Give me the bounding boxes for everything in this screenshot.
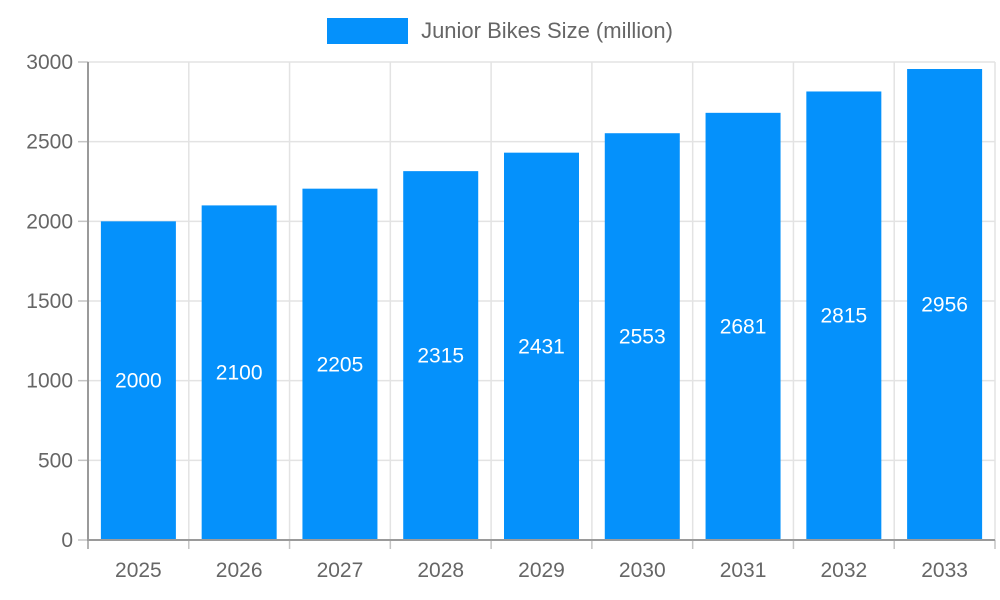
- x-axis-tick-label: 2033: [921, 559, 968, 582]
- legend-label: Junior Bikes Size (million): [421, 18, 673, 43]
- bar-2028[interactable]: [403, 171, 479, 541]
- x-axis-tick-label: 2030: [619, 559, 666, 582]
- bar-2026[interactable]: [201, 205, 277, 540]
- y-axis-tick-label: 2500: [26, 131, 73, 154]
- bar-2029[interactable]: [504, 152, 579, 541]
- chart-legend-item[interactable]: Junior Bikes Size (million): [0, 18, 1000, 44]
- bar-2031[interactable]: [705, 112, 781, 540]
- y-axis-tick-label: 0: [61, 529, 73, 552]
- bar-value-label: 2431: [518, 335, 565, 358]
- bar-value-label: 2100: [216, 362, 263, 385]
- bar-2025[interactable]: [100, 221, 176, 541]
- x-axis-tick-label: 2032: [820, 559, 867, 582]
- bar-2027[interactable]: [302, 188, 378, 541]
- y-axis-tick-label: 2000: [26, 210, 73, 233]
- x-axis-tick-label: 2031: [720, 559, 767, 582]
- bar-value-label: 2553: [619, 326, 666, 349]
- y-axis-tick-label: 1000: [26, 370, 73, 393]
- bar-value-label: 2956: [921, 294, 968, 317]
- bar-value-label: 2681: [720, 315, 767, 338]
- bar-value-label: 2205: [317, 353, 364, 376]
- bar-value-label: 2000: [115, 370, 162, 393]
- bar-2032[interactable]: [806, 91, 882, 540]
- axes: 0 500 1000 1500 2000 2500 3000 2025 2026 2027 2028…: [26, 51, 996, 582]
- legend-color-swatch: [327, 18, 409, 44]
- x-axis-tick-label: 2029: [518, 559, 565, 582]
- bar-value-label: 2315: [417, 345, 464, 368]
- y-axis-tick-label: 3000: [26, 51, 73, 74]
- y-axis-tick-label: 1500: [26, 290, 73, 313]
- x-axis-tick-label: 2025: [115, 559, 162, 582]
- x-axis-tick-label: 2026: [216, 559, 263, 582]
- bar-value-label: 2815: [820, 305, 867, 328]
- y-axis-tick-label: 500: [38, 449, 73, 472]
- x-axis-tick-label: 2027: [317, 559, 364, 582]
- bars: 2000 2100 2205 2315 2431 2553 2681 2815 2956: [100, 69, 983, 541]
- bar-2033[interactable]: [907, 69, 983, 540]
- bar-2030[interactable]: [604, 133, 680, 541]
- x-axis-tick-label: 2028: [417, 559, 464, 582]
